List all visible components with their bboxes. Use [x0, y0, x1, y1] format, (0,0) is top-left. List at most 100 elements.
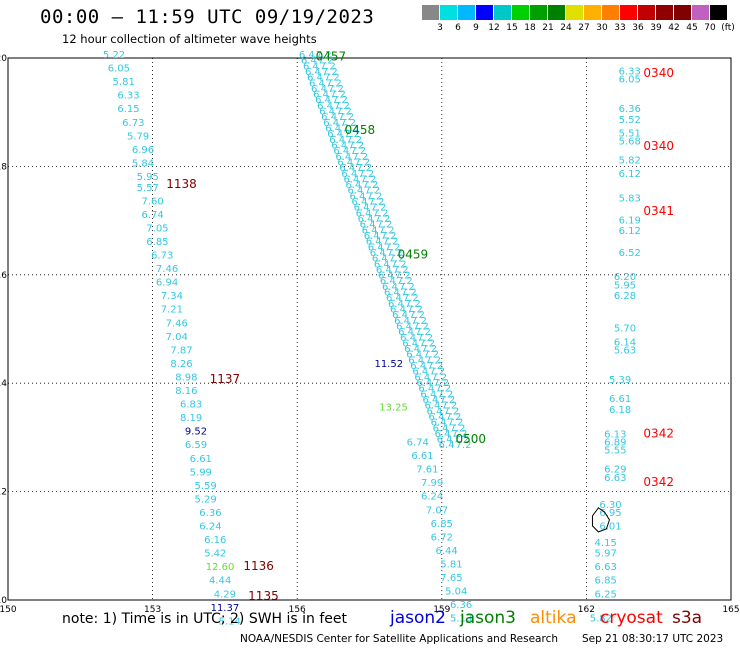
colorbar-label: 42	[668, 23, 680, 33]
dense-track-mark: 7.2	[401, 288, 417, 299]
wave-height-label: 7.46	[166, 318, 188, 329]
time-label: 0341	[643, 204, 674, 218]
satellite-legend-item: jason3	[460, 608, 516, 628]
wave-height-label: 6.63	[604, 473, 626, 484]
wave-height-label: 5.84	[132, 158, 154, 169]
dense-track-mark: 6.4	[406, 350, 422, 361]
dense-track-mark: 7.2	[451, 429, 467, 440]
satellite-legend-item: jason2	[390, 608, 446, 628]
wave-height-label: 6.63	[595, 562, 617, 573]
dense-track-mark: 6.4	[343, 174, 359, 185]
wave-height-label: 4.29	[214, 589, 236, 600]
wave-height-label: 8.26	[170, 359, 192, 370]
colorbar-swatch	[566, 5, 583, 20]
wave-height-label: 6.61	[190, 454, 212, 465]
wave-height-label: 9.52	[185, 427, 207, 438]
wave-height-label: 5.81	[113, 77, 135, 88]
dense-track-mark: 6.4	[352, 197, 368, 208]
colorbar-swatch	[458, 5, 475, 20]
colorbar-swatch	[620, 5, 637, 20]
dense-track-mark: 7.2	[320, 61, 336, 72]
dense-track-mark: 7.2	[423, 350, 439, 361]
colorbar-swatch	[422, 5, 439, 20]
wave-height-label: 4.44	[209, 576, 231, 587]
dense-track-mark: 6.4	[348, 186, 364, 197]
wave-height-label: 6.13	[604, 429, 626, 440]
wave-height-label: 6.29	[604, 465, 626, 476]
colorbar-label: 33	[614, 23, 626, 33]
y-tick-label: 10	[0, 596, 7, 606]
dense-track-mark: 6.4	[321, 112, 337, 123]
dense-track-mark: 7.2	[342, 124, 358, 135]
dense-track-mark: 6.4	[402, 338, 418, 349]
dense-track-mark: 7.2	[379, 225, 395, 236]
wave-height-label: 6.52	[619, 248, 641, 259]
x-tick-label: 153	[144, 605, 161, 615]
wave-height-label: 6.36	[450, 600, 472, 611]
time-label: 1135	[248, 589, 279, 603]
colorbar-swatch	[710, 5, 727, 20]
y-tick-label: 12	[0, 488, 7, 498]
wave-height-label: 6.44	[435, 546, 457, 557]
wave-height-label: 5.42	[204, 549, 226, 560]
dense-track-mark: 6.4	[433, 423, 449, 434]
wave-height-label: 13.25	[379, 402, 408, 413]
dense-track-mark: 6.4	[317, 101, 333, 112]
time-label: 0459	[398, 248, 429, 262]
dense-track-mark: 7.2	[419, 338, 435, 349]
colorbar-label: 18	[524, 23, 536, 33]
dense-track-mark: 6.4	[315, 95, 331, 106]
dense-track-mark: 6.4	[420, 389, 436, 400]
wave-height-label: 5.95	[137, 172, 159, 183]
colorbar-label: (ft)	[721, 23, 735, 33]
dense-track-mark: 7.2	[336, 107, 352, 118]
wave-height-label: 6.24	[199, 522, 221, 533]
time-label: 1136	[243, 559, 274, 573]
wave-height-label: 6.33	[619, 66, 641, 77]
wave-height-label: 6.96	[132, 145, 154, 156]
wave-height-label: 6.01	[599, 522, 621, 533]
dense-track-mark: 7.2	[338, 112, 354, 123]
colorbar-label: 36	[632, 23, 644, 33]
dense-track-mark: 6.4	[376, 265, 392, 276]
wave-height-label: 6.25	[595, 589, 617, 600]
dense-track-mark: 7.2	[437, 389, 453, 400]
wave-height-label: 6.30	[599, 500, 621, 511]
dense-track-mark: 7.2	[443, 406, 459, 417]
dense-track-mark: 6.4	[329, 135, 345, 146]
y-tick-label: 14	[0, 379, 7, 389]
colorbar-label: 45	[686, 23, 698, 33]
dense-track-mark: 6.4	[386, 293, 402, 304]
colorbar-swatch	[512, 5, 529, 20]
dense-track-mark: 7.2	[326, 78, 342, 89]
dense-track-mark: 7.2	[393, 265, 409, 276]
dense-track-mark: 7.2	[332, 95, 348, 106]
dense-track-mark: 7.2	[383, 237, 399, 248]
dense-track-mark: 7.2	[415, 327, 431, 338]
colorbar-label: 39	[650, 23, 662, 33]
satellite-legend-item: s3a	[672, 608, 703, 628]
page-subtitle: 12 hour collection of altimeter wave hei…	[62, 32, 317, 46]
dense-track-mark: 6.4	[416, 378, 432, 389]
dense-track-mark: 7.2	[429, 367, 445, 378]
satellite-legend-item: cryosat	[600, 608, 663, 628]
dense-track-mark: 7.2	[447, 418, 463, 429]
dense-track-mark: 7.2	[407, 305, 423, 316]
dense-track-mark: 6.4	[327, 129, 343, 140]
dense-track-mark: 6.4	[384, 288, 400, 299]
dense-track-mark: 7.2	[409, 310, 425, 321]
dense-track-mark: 6.4	[366, 237, 382, 248]
colorbar-swatch	[656, 5, 673, 20]
dense-track-mark: 6.4	[356, 208, 372, 219]
wave-height-label: 5.83	[619, 194, 641, 205]
wave-height-label: 6.36	[199, 508, 221, 519]
colorbar-label: 27	[578, 23, 590, 33]
dense-track-mark: 7.2	[358, 169, 374, 180]
dense-track-mark: 7.2	[395, 271, 411, 282]
dense-track-mark: 6.4	[390, 305, 406, 316]
colorbar-label: 30	[596, 23, 608, 33]
dense-track-mark: 6.4	[335, 152, 351, 163]
dense-track-mark: 7.2	[375, 214, 391, 225]
colorbar-swatch	[494, 5, 511, 20]
wave-height-label: 5.97	[595, 549, 617, 560]
